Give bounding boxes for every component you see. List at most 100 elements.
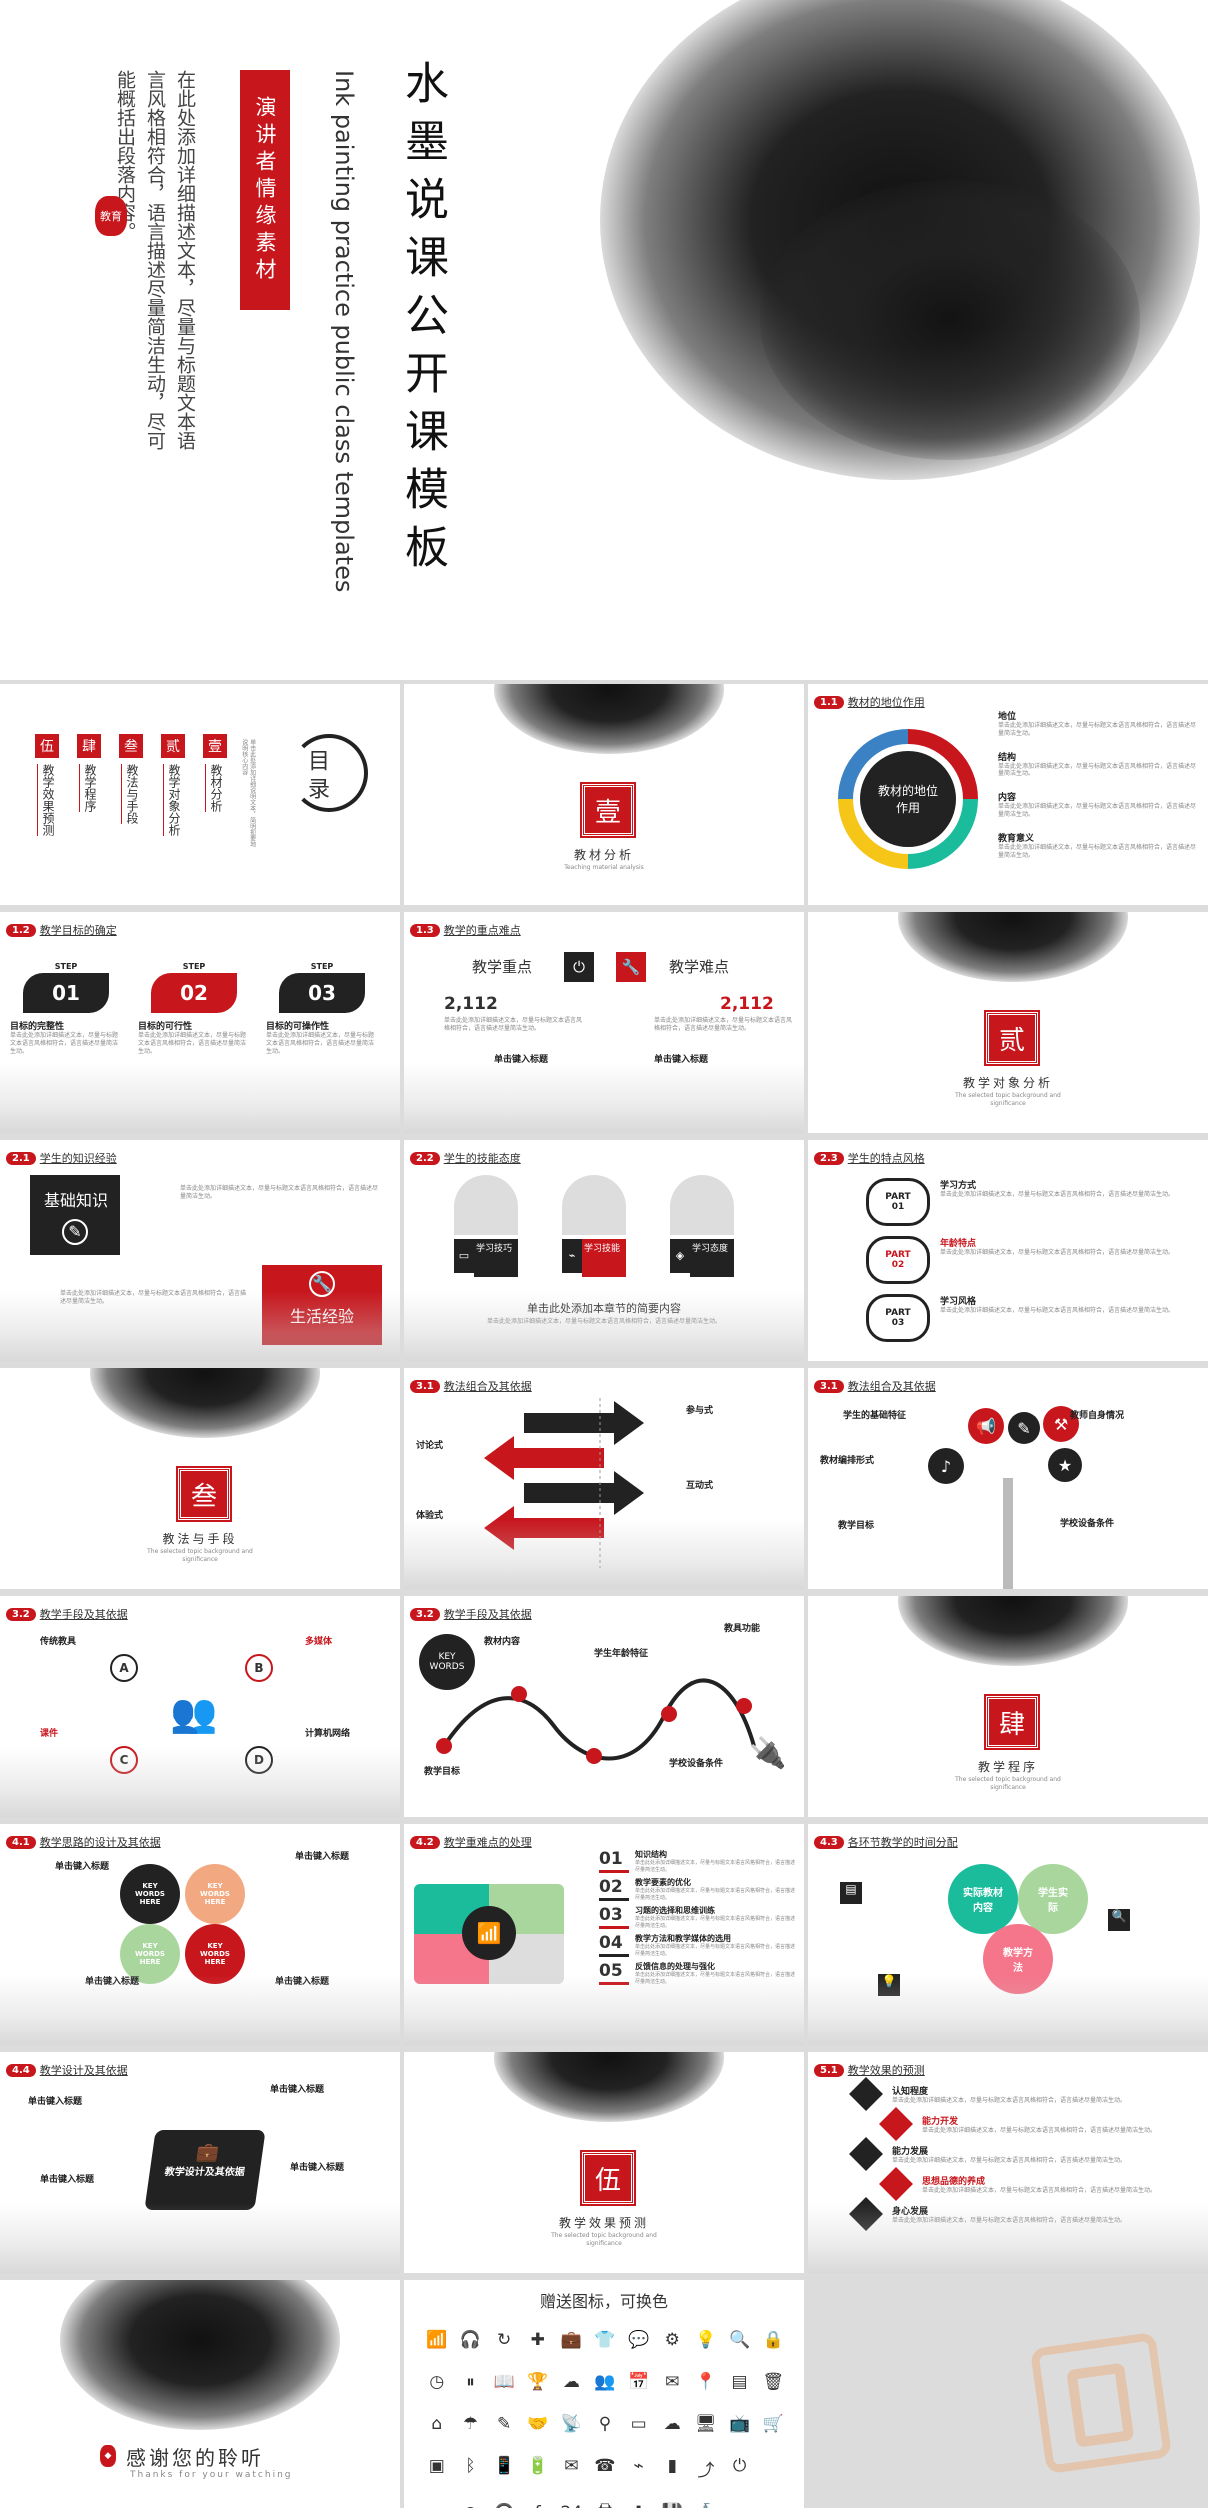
- pause-icon: ⏸: [466, 2372, 475, 2392]
- arrow-left-bottom: [484, 1506, 604, 1550]
- trash-icon: 🗑: [762, 2372, 784, 2392]
- label-title-tr: 单击键入标题: [295, 1852, 350, 1862]
- section3-seal: 叁: [176, 1466, 232, 1522]
- toc-item[interactable]: 叁教法与手段: [119, 734, 143, 836]
- slide-2-1: 2.1 学生的知识经验 基础知识 ✎ 单击此处添加详细描述文本，尽量与标题文本语言…: [0, 1140, 400, 1361]
- step-text: 单击此处添加详细描述文本，尽量与标题文本语言风格相符合，语言描述尽量简洁生动。: [138, 1032, 247, 1055]
- toc-item[interactable]: 贰教学对象分析: [161, 734, 185, 836]
- desktop-icon: ▣: [428, 2456, 445, 2476]
- signal-bars-icon: ▮: [667, 2456, 677, 2476]
- plug-icon: 🔌: [749, 1736, 787, 1771]
- effect-item: 认知程度 单击此处添加详细描述文本，尽量与标题文本语言风格相符合，语言描述尽量简洁…: [848, 2077, 1198, 2111]
- briefcase-icon: 💼: [560, 2330, 582, 2350]
- tree-node-dark-3: ★: [1048, 1448, 1082, 1482]
- slide-3-1b: 3.1 教法组合及其依据 📢 ✎ ⚒ ♪ ★ 学生的基础特征 教材编排形式 教学目…: [808, 1368, 1208, 1589]
- part-title: 学习方式: [940, 1181, 977, 1191]
- search-icon: 🔍: [728, 2330, 751, 2350]
- slide-title: 教法组合及其依据: [847, 1380, 936, 1393]
- trophy-icon: 🏆: [527, 2372, 549, 2392]
- label-multimedia: 多媒体: [305, 1637, 333, 1647]
- slide-title: 学生的特点风格: [847, 1152, 925, 1165]
- list-item-text: 单击此处添加详细描述文本，尽量与标题文本语言风格相符合，语言描述尽量简洁生动。: [998, 722, 1197, 737]
- slide-2-3: 2.3 学生的特点风格 PART 01 学习方式 单击此处添加详细描述文本，尽量与标题文…: [808, 1140, 1208, 1361]
- label-textbook: 教材编排形式: [820, 1456, 875, 1466]
- ink-splash-image: [494, 2052, 724, 2122]
- section5-title: 教学效果预测: [558, 2216, 649, 2230]
- label-experience: 体验式: [416, 1511, 444, 1521]
- home-icon: ⌂: [431, 2414, 443, 2434]
- lock-icon: 🔒: [762, 2330, 784, 2350]
- label-title-tr: 单击键入标题: [270, 2085, 325, 2095]
- cover-tag: 演讲者情缘素材: [240, 70, 290, 310]
- list-item: 教育意义 单击此处添加详细描述文本，尽量与标题文本语言风格相符合，语言描述尽量简洁…: [998, 831, 1198, 860]
- part-number: 01: [891, 1202, 905, 1212]
- item-number: 02: [599, 1877, 629, 1901]
- slide-title: 教学目标的确定: [39, 924, 117, 937]
- toc-slide: 伍教学效果预测肆教学程序叁教法与手段贰教学对象分析壹教材分析 单击此处添加详细说…: [0, 684, 400, 905]
- slide-header: 5.1 教学效果的预测: [814, 2062, 925, 2078]
- life-text: 单击此处添加详细描述文本，尽量与标题文本语言风格相符合，语言描述尽量简洁生动。: [60, 1290, 250, 1306]
- hard-point-value: 2,112: [720, 994, 774, 1014]
- blank-icon: [756, 2503, 790, 2508]
- skill-icon: ◈: [670, 1239, 690, 1273]
- bulb-icon: KEY WORDS: [419, 1634, 475, 1690]
- tree-trunk: [1003, 1478, 1013, 1589]
- item-title: 习题的选择和思维训练: [635, 1906, 715, 1915]
- letter-d: D: [245, 1746, 273, 1774]
- section-badge: 3.2: [410, 1607, 440, 1621]
- section4-slide: 肆 教学程序 The selected topic background and…: [808, 1596, 1208, 1817]
- telephone-icon: ☎: [594, 2456, 616, 2476]
- effect-title: 能力开发: [922, 2116, 959, 2127]
- bulb-label: KEY WORDS: [429, 1652, 465, 1672]
- toc-item[interactable]: 伍教学效果预测: [35, 734, 59, 836]
- bluetooth-icon: ᛒ: [465, 2456, 476, 2476]
- slide-3-2b: 3.2 教学手段及其依据 KEY WORDS 教材内容 学生年龄特征 教具功能 教…: [404, 1596, 804, 1817]
- step-label: STEP: [182, 962, 206, 971]
- item-title: 教学方法和教学媒体的选用: [635, 1934, 731, 1943]
- toc-item[interactable]: 壹教材分析: [203, 734, 227, 836]
- label-title-tl: 单击键入标题: [28, 2097, 83, 2107]
- toc-item[interactable]: 肆教学程序: [77, 734, 101, 836]
- chat-icon: 💬: [628, 2330, 650, 2350]
- ink-splash-image: [90, 1368, 320, 1438]
- slide-1-3: 1.3 教学的重点难点 教学重点 教学难点 ⏻ 🔧 2,112 2,112 单击键…: [404, 912, 804, 1133]
- section1-seal: 壹: [580, 782, 636, 838]
- step-title: 目标的完整性: [10, 1022, 65, 1032]
- toc-item-label: 教材分析: [205, 764, 225, 812]
- basic-text: 单击此处添加详细描述文本，尽量与标题文本语言风格相符合，语言描述尽量简洁生动。: [180, 1185, 379, 1200]
- skill-icon: ▭: [454, 1239, 474, 1273]
- section2-en: The selected topic background and signif…: [955, 1092, 1061, 1107]
- slide-header: 1.3 教学的重点难点: [410, 922, 521, 938]
- numbered-item: 04 教学方法和教学媒体的选用 单击此处添加详细描述文本，尽量与标题文本语言风格相符…: [599, 1933, 799, 1957]
- numbered-item: 01 知识结构 单击此处添加详细描述文本，尽量与标题文本语言风格相符合，语言描述尽量…: [599, 1849, 799, 1873]
- slide-header: 4.1 教学思路的设计及其依据: [6, 1834, 161, 1850]
- calendar-icon: 📅: [628, 2372, 650, 2392]
- list-item-text: 单击此处添加详细描述文本，尽量与标题文本语言风格相符合，语言描述尽量简洁生动。: [998, 803, 1197, 818]
- part-row: PART 03 学习风格 单击此处添加详细描述文本，尽量与标题文本语言风格相符合，语言…: [866, 1294, 1196, 1342]
- slide-title: 教学效果的预测: [847, 2064, 925, 2077]
- facebook-icon: f: [521, 2503, 555, 2508]
- slide-1-2: 1.2 教学目标的确定 STEP 01 目标的完整性 单击此处添加详细描述文本，尽量与标…: [0, 912, 400, 1133]
- bulb-icon: 💡: [878, 1974, 900, 1996]
- item-text: 单击此处添加详细描述文本，尽量与标题文本语言风格相符合，语言描述尽量简洁生动。: [635, 1860, 796, 1873]
- message-icon: ✉: [564, 2456, 579, 2476]
- mountain-bg: [404, 1063, 804, 1133]
- label-material: 教材内容: [484, 1637, 521, 1647]
- kw-circle-red: KEY WORDS HERE: [185, 1924, 245, 1984]
- label-participation: 参与式: [686, 1406, 714, 1416]
- calendar-24-icon: 24: [555, 2503, 589, 2508]
- part-pill: PART 02: [866, 1236, 930, 1284]
- list-item: 内容 单击此处添加详细描述文本，尽量与标题文本语言风格相符合，语言描述尽量简洁生动…: [998, 790, 1198, 819]
- label-title-bl: 单击键入标题: [40, 2175, 95, 2185]
- slide-title: 教学手段及其依据: [39, 1608, 128, 1621]
- kw-circle-green: KEY WORDS HERE: [120, 1924, 180, 1984]
- mail-icon: ✉: [665, 2372, 680, 2392]
- phone-icon: 📱: [493, 2456, 515, 2476]
- part-text: 单击此处添加详细描述文本，尽量与标题文本语言风格相符合，语言描述尽量简洁生动。: [940, 1307, 1175, 1314]
- effect-diamond: [879, 2167, 913, 2201]
- cloud-upload-icon: ☁: [663, 2414, 681, 2434]
- tree-node-dark-2: ♪: [928, 1448, 964, 1484]
- list-item-title: 地位: [998, 712, 1017, 722]
- toc-item-label: 教学对象分析: [163, 764, 183, 836]
